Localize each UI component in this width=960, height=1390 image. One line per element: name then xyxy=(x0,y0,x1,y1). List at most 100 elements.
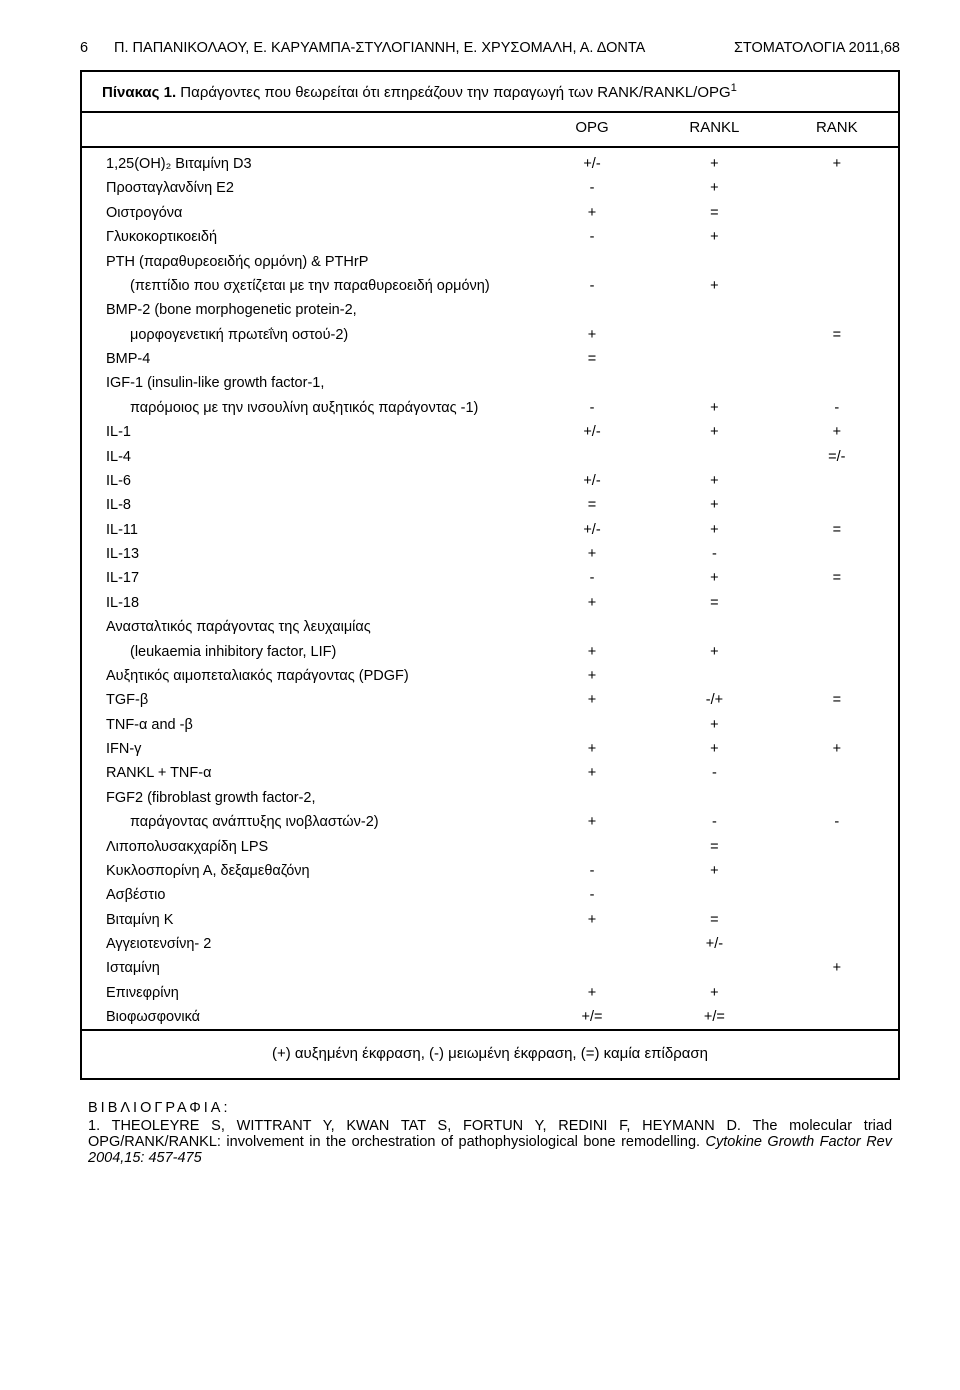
row-label: Επινεφρίνη xyxy=(82,981,531,1005)
table-row: IFN-γ+++ xyxy=(82,737,898,761)
col-header: OPG xyxy=(531,113,653,147)
cell-value: + xyxy=(653,737,775,761)
cell-value: - xyxy=(653,542,775,566)
table-row: IL-13+- xyxy=(82,542,898,566)
row-label: IL-8 xyxy=(82,493,531,517)
cell-value xyxy=(653,664,775,688)
cell-value: +/- xyxy=(531,517,653,541)
row-label: Βιταμίνη Κ xyxy=(82,907,531,931)
cell-value: + xyxy=(531,591,653,615)
cell-value: - xyxy=(531,176,653,200)
cell-value: + xyxy=(653,274,775,298)
cell-value xyxy=(531,249,653,273)
row-label: IL-6 xyxy=(82,469,531,493)
biblio-num: 1. xyxy=(88,1118,112,1134)
table-row: (πεπτίδιο που σχετίζεται με την παραθυρε… xyxy=(82,274,898,298)
table-row: TGF-β+-/+= xyxy=(82,688,898,712)
page-number: 6 xyxy=(80,40,110,56)
cell-value xyxy=(776,761,898,785)
table-row: TNF-α and -β+ xyxy=(82,712,898,736)
cell-value xyxy=(776,883,898,907)
cell-value xyxy=(531,786,653,810)
header-journal: ΣΤΟΜΑΤΟΛΟΓΙΑ 2011,68 xyxy=(734,40,900,56)
table-row: παρόμοιος με την ινσουλίνη αυξητικός παρ… xyxy=(82,396,898,420)
cell-value: + xyxy=(776,147,898,176)
cell-value xyxy=(776,981,898,1005)
cell-value: - xyxy=(531,859,653,883)
table-row: 1,25(OH)₂ Βιταμίνη D3+/-++ xyxy=(82,147,898,176)
cell-value xyxy=(776,591,898,615)
cell-value xyxy=(653,444,775,468)
header-authors: Π. ΠΑΠΑΝΙΚΟΛΑΟΥ, Ε. ΚΑΡΥΑΜΠΑ-ΣΤΥΛΟΓΙΑΝΝΗ… xyxy=(114,40,645,56)
row-label: Οιστρογόνα xyxy=(82,201,531,225)
cell-value xyxy=(776,932,898,956)
table-row: Γλυκοκορτικοειδή-+ xyxy=(82,225,898,249)
cell-value: +/= xyxy=(531,1005,653,1029)
table-row: Βιταμίνη Κ+= xyxy=(82,907,898,931)
row-label: IFN-γ xyxy=(82,737,531,761)
cell-value xyxy=(776,834,898,858)
cell-value: + xyxy=(531,639,653,663)
cell-value: - xyxy=(776,810,898,834)
table-row: Λιποπολυσακχαρίδη LPS= xyxy=(82,834,898,858)
table-row: Ανασταλτικός παράγοντας της λευχαιμίας xyxy=(82,615,898,639)
cell-value xyxy=(776,664,898,688)
cell-value xyxy=(531,371,653,395)
table-row: IL-6+/-+ xyxy=(82,469,898,493)
cell-value xyxy=(776,493,898,517)
cell-value: + xyxy=(531,810,653,834)
cell-value: + xyxy=(531,322,653,346)
cell-value: + xyxy=(653,712,775,736)
table-row: IL-18+= xyxy=(82,591,898,615)
row-label: (leukaemia inhibitory factor, LIF) xyxy=(82,639,531,663)
cell-value: = xyxy=(776,688,898,712)
row-label: RANKL + TNF-α xyxy=(82,761,531,785)
cell-value xyxy=(776,1005,898,1029)
table-row: μορφογενετική πρωτεΐνη οστού-2)+= xyxy=(82,322,898,346)
cell-value xyxy=(776,298,898,322)
cell-value: - xyxy=(653,761,775,785)
cell-value: +/= xyxy=(653,1005,775,1029)
table-caption: Πίνακας 1. Παράγοντες που θεωρείται ότι … xyxy=(82,72,898,113)
cell-value: + xyxy=(653,639,775,663)
table-1: Πίνακας 1. Παράγοντες που θεωρείται ότι … xyxy=(80,70,900,1080)
cell-value: - xyxy=(531,225,653,249)
cell-value: + xyxy=(653,517,775,541)
cell-value: + xyxy=(776,420,898,444)
cell-value: = xyxy=(776,517,898,541)
row-label: FGF2 (fibroblast growth factor-2, xyxy=(82,786,531,810)
row-label: Προσταγλανδίνη Ε2 xyxy=(82,176,531,200)
row-label: Γλυκοκορτικοειδή xyxy=(82,225,531,249)
cell-value: =/- xyxy=(776,444,898,468)
table-row: Ασβέστιο- xyxy=(82,883,898,907)
cell-value xyxy=(776,639,898,663)
row-label: Ασβέστιο xyxy=(82,883,531,907)
cell-value xyxy=(653,371,775,395)
cell-value: - xyxy=(531,396,653,420)
page-header: 6 Π. ΠΑΠΑΝΙΚΟΛΑΟΥ, Ε. ΚΑΡΥΑΜΠΑ-ΣΤΥΛΟΓΙΑΝ… xyxy=(80,40,900,56)
cell-value xyxy=(531,932,653,956)
cell-value: + xyxy=(531,981,653,1005)
cell-value: + xyxy=(653,981,775,1005)
table-row: (leukaemia inhibitory factor, LIF)++ xyxy=(82,639,898,663)
row-label: Ανασταλτικός παράγοντας της λευχαιμίας xyxy=(82,615,531,639)
cell-value: + xyxy=(531,761,653,785)
table-caption-text: Παράγοντες που θεωρείται ότι επηρεάζουν … xyxy=(176,84,731,101)
col-header: RANK xyxy=(776,113,898,147)
cell-value: + xyxy=(776,956,898,980)
table-row: Ισταμίνη+ xyxy=(82,956,898,980)
cell-value: + xyxy=(531,542,653,566)
cell-value: + xyxy=(653,493,775,517)
row-label: Λιποπολυσακχαρίδη LPS xyxy=(82,834,531,858)
table-row: Αγγειοτενσίνη- 2+/- xyxy=(82,932,898,956)
row-label: BMP-2 (bone morphogenetic protein-2, xyxy=(82,298,531,322)
cell-value: + xyxy=(653,147,775,176)
row-label: Βιοφωσφονικά xyxy=(82,1005,531,1029)
cell-value xyxy=(776,786,898,810)
table-row: IL-11+/-+= xyxy=(82,517,898,541)
cell-value: + xyxy=(653,396,775,420)
table-row: Βιοφωσφονικά+/=+/= xyxy=(82,1005,898,1029)
cell-value: -/+ xyxy=(653,688,775,712)
row-label: Αγγειοτενσίνη- 2 xyxy=(82,932,531,956)
row-label: παράγοντας ανάπτυξης ινοβλαστών-2) xyxy=(82,810,531,834)
